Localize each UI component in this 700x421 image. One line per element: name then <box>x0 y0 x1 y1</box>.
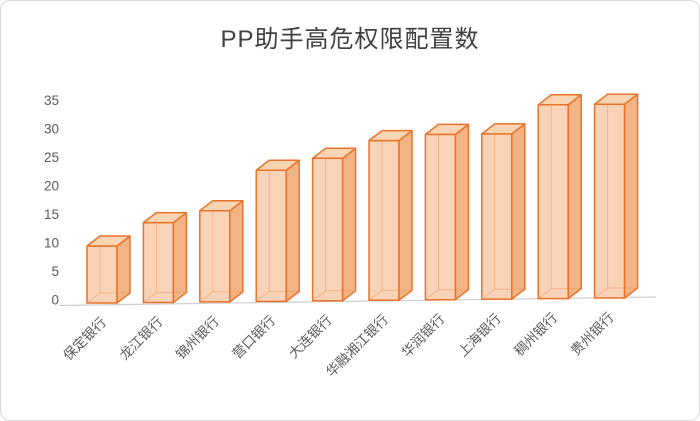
bar-front-face <box>199 209 231 303</box>
bar-side-face <box>172 211 188 304</box>
y-tick-label: 35 <box>44 93 59 108</box>
category-label: 贵州银行 <box>568 310 617 359</box>
bar <box>311 147 357 302</box>
bar <box>481 123 526 300</box>
bar-side-face <box>341 147 357 302</box>
bar-front-face <box>311 157 344 302</box>
y-tick-label: 20 <box>44 179 59 194</box>
bar-front-face <box>537 104 569 300</box>
bar-front-face <box>368 139 400 301</box>
bar-front-face <box>424 133 457 301</box>
bar-side-face <box>398 129 413 301</box>
bar-top-face <box>593 93 639 105</box>
bar <box>86 235 131 304</box>
category-label: 上海银行 <box>455 311 504 360</box>
bar-top-face <box>537 94 582 106</box>
bar-front-face <box>481 133 513 300</box>
bar-top-face <box>199 199 244 212</box>
category-label: 营口银行 <box>230 313 279 362</box>
category-label: 大连银行 <box>286 312 335 361</box>
y-tick-label: 5 <box>51 264 59 279</box>
bar <box>199 199 244 303</box>
bar-top-face <box>481 123 526 135</box>
bar-side-face <box>567 94 582 300</box>
bar-front-face <box>142 221 175 304</box>
bar <box>593 93 639 299</box>
bar-front-face <box>255 169 287 303</box>
bar-side-face <box>116 235 131 304</box>
bar-side-face <box>623 93 639 299</box>
bar-top-face <box>368 129 413 142</box>
bar <box>537 94 582 300</box>
category-label: 龙江银行 <box>117 314 166 363</box>
bar <box>255 159 300 303</box>
bar-side-face <box>285 159 300 303</box>
bar-side-face <box>511 123 526 300</box>
y-tick-label: 30 <box>44 122 59 137</box>
bar-side-face <box>229 199 244 303</box>
category-label: 稠州银行 <box>512 310 561 359</box>
category-label: 保定银行 <box>60 315 109 364</box>
y-tick-label: 25 <box>44 150 59 165</box>
bar-top-face <box>255 159 300 171</box>
bar <box>368 129 413 301</box>
bar-side-face <box>454 123 470 301</box>
y-tick-label: 10 <box>44 236 59 251</box>
bar-front-face <box>593 103 626 299</box>
y-tick-label: 0 <box>51 293 59 308</box>
bar <box>424 123 470 301</box>
category-label: 华润银行 <box>399 311 448 360</box>
y-tick-label: 15 <box>44 207 59 222</box>
bar-top-face <box>142 211 188 224</box>
bar-top-face <box>311 147 357 160</box>
bar-top-face <box>86 235 131 247</box>
bar <box>142 211 188 304</box>
bar-top-face <box>424 123 470 136</box>
category-label: 锦州银行 <box>173 313 222 362</box>
bar-front-face <box>86 245 118 304</box>
